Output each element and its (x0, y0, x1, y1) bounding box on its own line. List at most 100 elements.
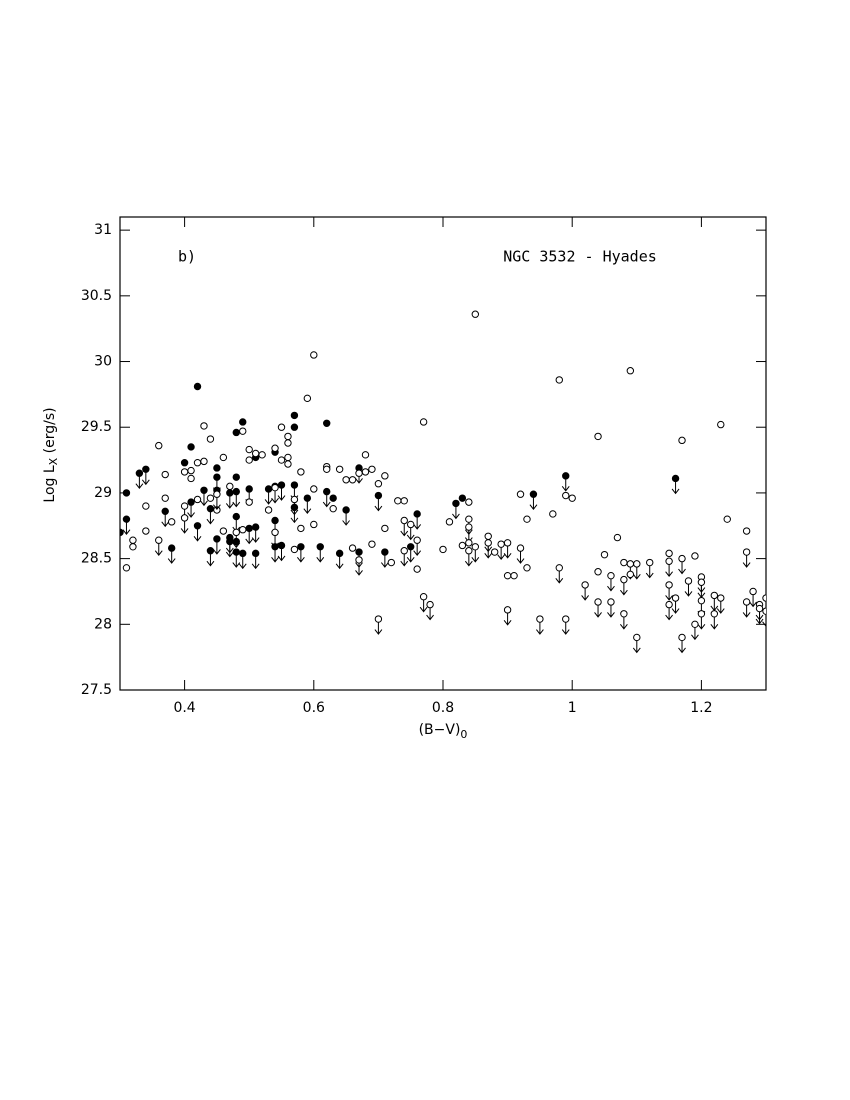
point (510, 571, 518, 580)
point (691, 552, 699, 560)
point (374, 615, 383, 623)
point (697, 578, 706, 586)
point (523, 564, 531, 572)
y-tick-label: 27.5 (81, 682, 112, 698)
point (665, 600, 673, 609)
y-tick-label: 28.5 (81, 551, 112, 567)
point (458, 541, 467, 550)
point (271, 444, 279, 452)
point (484, 532, 492, 540)
point (600, 550, 609, 559)
point (529, 490, 538, 498)
x-tick-label: 0.4 (173, 700, 195, 716)
point (213, 473, 221, 481)
point (335, 549, 344, 558)
point (568, 494, 576, 502)
point (355, 548, 363, 556)
point (697, 596, 706, 605)
point (329, 504, 337, 513)
x-label-sub: 0 (460, 728, 467, 741)
x-tick-label: 0.8 (432, 700, 454, 716)
point (226, 537, 234, 546)
point (413, 565, 421, 573)
point (497, 540, 505, 548)
point (297, 468, 305, 476)
point (155, 536, 163, 544)
point (723, 515, 731, 523)
point (226, 482, 234, 491)
point (678, 436, 686, 445)
point (536, 615, 544, 623)
y-label-part: (erg/s) (42, 407, 58, 457)
point (594, 598, 602, 606)
point (516, 544, 525, 552)
point (258, 451, 266, 459)
annotation: NGC 3532 - Hyades (503, 248, 657, 266)
point (323, 465, 331, 473)
y-axis-label: Log LX (erg/s) (42, 407, 60, 502)
point (277, 541, 286, 550)
point (290, 545, 299, 554)
point (581, 581, 589, 589)
point (562, 472, 570, 480)
point (290, 411, 299, 420)
point (271, 528, 279, 537)
point (239, 526, 247, 534)
point (232, 473, 240, 481)
point (697, 610, 706, 618)
point (562, 491, 570, 500)
point (120, 528, 124, 537)
point (394, 497, 402, 505)
point (213, 490, 221, 498)
point (129, 536, 137, 544)
point (155, 441, 163, 450)
point (310, 520, 318, 529)
point (213, 464, 221, 472)
point (594, 568, 602, 576)
point (413, 510, 421, 518)
point (348, 476, 357, 484)
point (264, 506, 273, 514)
point (452, 499, 460, 508)
point (316, 543, 324, 551)
point (264, 485, 273, 493)
point (232, 548, 240, 556)
point (671, 594, 680, 602)
point (620, 558, 628, 567)
point (368, 465, 376, 473)
point (742, 598, 751, 606)
point (251, 523, 260, 531)
point (665, 549, 673, 558)
x-label-part: (B−V) (419, 722, 461, 738)
point (555, 376, 563, 384)
point (206, 435, 215, 443)
point (368, 540, 376, 548)
point (465, 547, 473, 555)
point (355, 556, 363, 564)
point (755, 604, 764, 613)
point (245, 485, 253, 493)
point (213, 535, 221, 543)
point (245, 524, 253, 533)
point (135, 469, 144, 477)
point (161, 507, 169, 516)
point (167, 544, 176, 552)
point (665, 557, 673, 565)
point (284, 432, 292, 441)
point (323, 487, 331, 496)
point (122, 515, 131, 523)
y-tick-label: 28 (94, 616, 112, 632)
point (239, 427, 247, 435)
point (122, 564, 131, 572)
point (232, 428, 240, 437)
point (232, 512, 240, 521)
point (297, 543, 305, 551)
point (717, 594, 725, 602)
point (284, 453, 292, 462)
point (717, 420, 725, 429)
point (142, 502, 150, 510)
point (633, 560, 641, 568)
point (381, 548, 389, 556)
x-tick-label: 1.2 (690, 700, 712, 716)
